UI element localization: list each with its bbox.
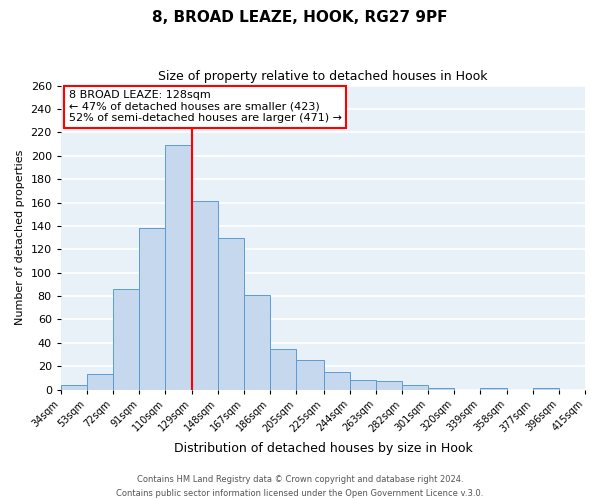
Bar [61, 385, 87, 390]
Y-axis label: Number of detached properties: Number of detached properties [15, 150, 25, 326]
Text: Contains HM Land Registry data © Crown copyright and database right 2024.
Contai: Contains HM Land Registry data © Crown c… [116, 476, 484, 498]
Bar [402, 385, 428, 390]
Bar [376, 382, 402, 390]
Bar [270, 348, 296, 390]
Bar [139, 228, 166, 390]
Bar [87, 374, 113, 390]
X-axis label: Distribution of detached houses by size in Hook: Distribution of detached houses by size … [173, 442, 472, 455]
Bar [244, 295, 270, 390]
Bar [218, 238, 244, 390]
Bar [296, 360, 323, 390]
Bar [191, 202, 218, 390]
Bar [428, 388, 454, 390]
Bar [323, 372, 350, 390]
Text: 8 BROAD LEAZE: 128sqm
← 47% of detached houses are smaller (423)
52% of semi-det: 8 BROAD LEAZE: 128sqm ← 47% of detached … [68, 90, 341, 124]
Bar [166, 145, 191, 390]
Bar [113, 289, 139, 390]
Text: 8, BROAD LEAZE, HOOK, RG27 9PF: 8, BROAD LEAZE, HOOK, RG27 9PF [152, 10, 448, 25]
Bar [533, 388, 559, 390]
Bar [481, 388, 506, 390]
Bar [350, 380, 376, 390]
Title: Size of property relative to detached houses in Hook: Size of property relative to detached ho… [158, 70, 488, 83]
